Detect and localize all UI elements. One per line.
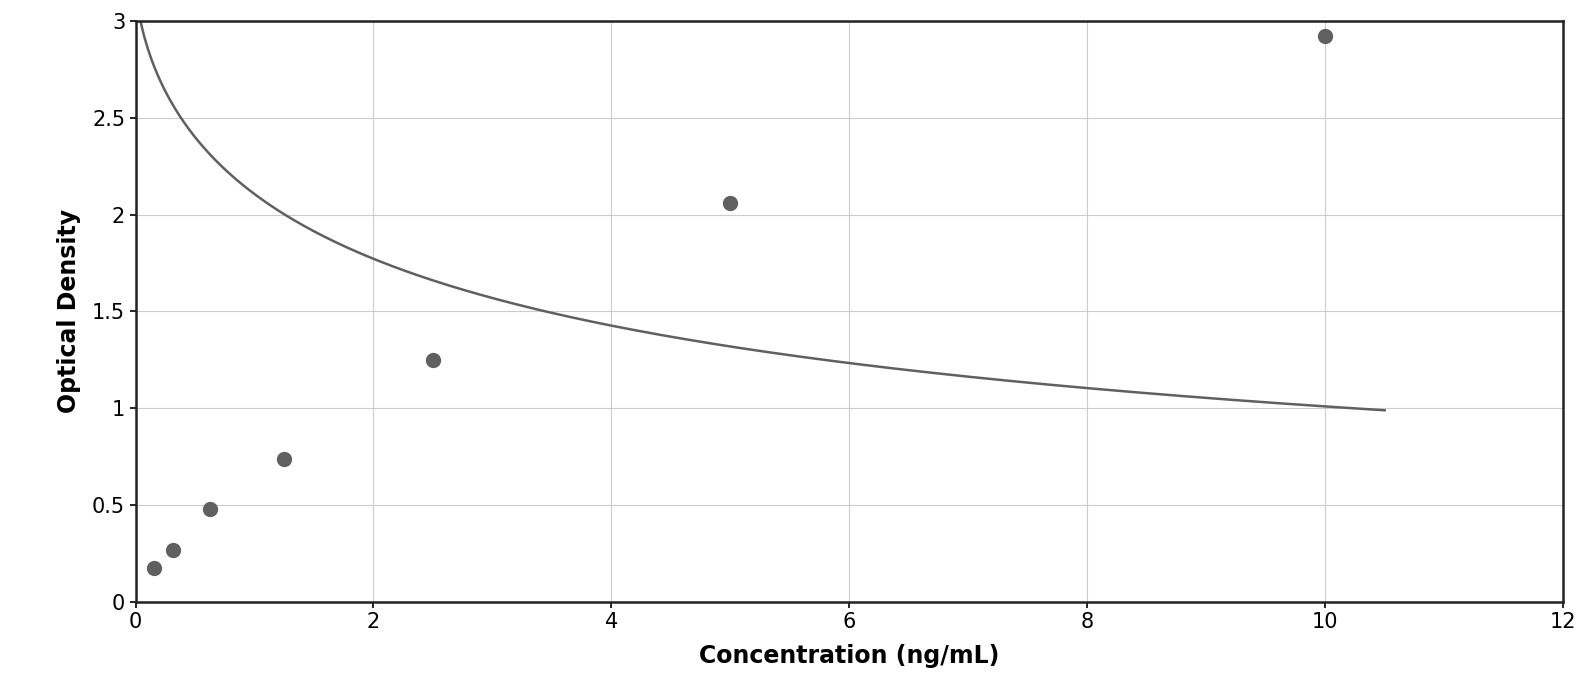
X-axis label: Concentration (ng/mL): Concentration (ng/mL) bbox=[699, 644, 1000, 668]
Point bbox=[160, 544, 185, 555]
Point bbox=[271, 453, 297, 464]
Point bbox=[142, 563, 167, 574]
Point bbox=[1313, 30, 1338, 42]
Point bbox=[198, 504, 223, 515]
Point bbox=[718, 197, 743, 208]
Y-axis label: Optical Density: Optical Density bbox=[57, 210, 81, 413]
Point bbox=[419, 354, 445, 365]
